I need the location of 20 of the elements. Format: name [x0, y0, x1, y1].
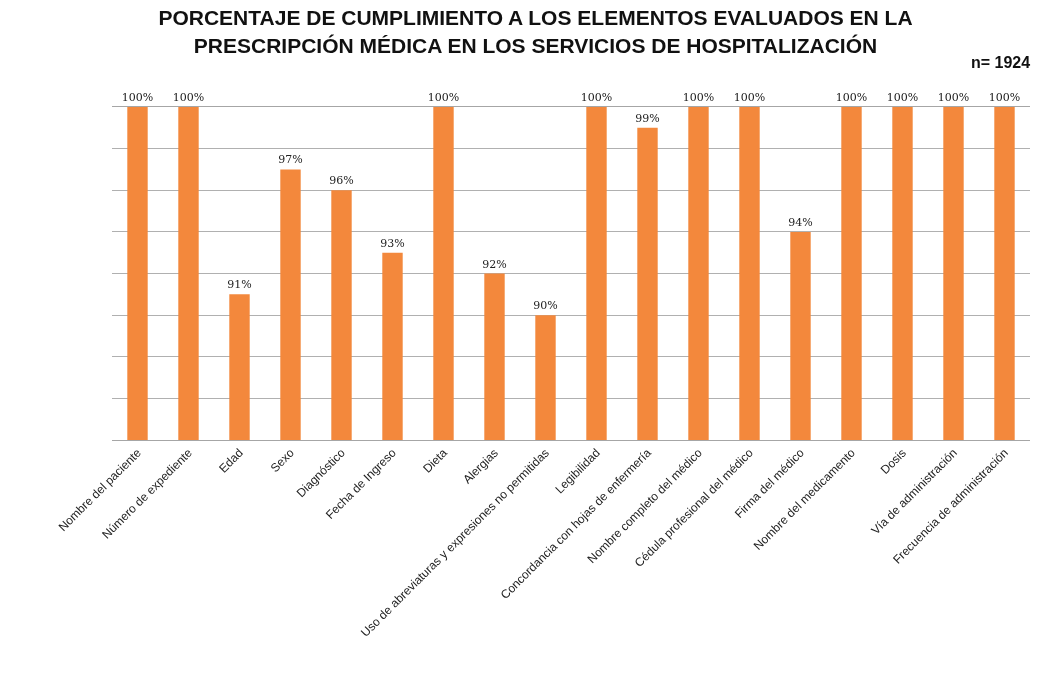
data-label: 100% [172, 91, 205, 104]
data-label: 100% [427, 91, 460, 104]
data-label: 94% [788, 215, 813, 229]
data-label: 90% [533, 299, 558, 313]
data-label: 91% [227, 278, 252, 292]
data-label: 92% [482, 257, 507, 271]
data-label: 96% [329, 174, 354, 188]
data-label: 100% [886, 91, 919, 104]
data-label: 100% [580, 91, 613, 104]
data-label: 100% [988, 91, 1021, 104]
data-label: 100% [937, 91, 970, 104]
data-label: 100% [835, 91, 868, 104]
data-label: 99% [635, 111, 660, 125]
data-label: 97% [278, 153, 303, 167]
data-label: 100% [121, 91, 154, 104]
text: n= 1924 [971, 54, 1031, 71]
chart-title: PORCENTAJE DE CUMPLIMIENTO A LOS ELEMENTOS EVALUADOS EN LA PRESCRIPCIÓN MÉDICA EN LOS SERVICIOS DE HOSPITALIZACIÓN [158, 6, 913, 57]
data-label: 93% [380, 236, 405, 250]
data-label: 100% [682, 91, 715, 104]
data-label: 100% [733, 91, 766, 104]
